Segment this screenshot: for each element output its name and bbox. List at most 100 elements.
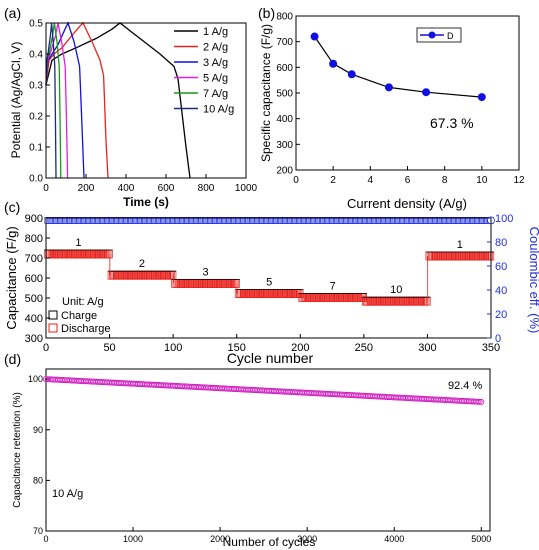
chart-a-series-line-2 — [45, 21, 109, 179]
chart-c-y2tick-label-4: 80 — [495, 237, 507, 249]
chart-d-xtick-label-4: 4000 — [384, 534, 404, 544]
chart-b-series-line — [314, 36, 482, 98]
chart-d-frame — [45, 368, 491, 532]
chart-b-xtick-label-6: 12 — [513, 175, 525, 186]
chart-d-ticks: 0 1000 2000 3000 4000 5000 70 80 90 100 — [28, 374, 491, 544]
chart-b-frame — [295, 15, 520, 171]
chart-c-segment-label-4: 5 — [266, 277, 272, 289]
chart-b-ytick-label-5: 700 — [276, 37, 293, 48]
chart-d-ytick-label-3: 100 — [28, 374, 43, 384]
chart-c-segment-label-2: 2 — [139, 258, 145, 270]
chart-d-xtick-label-3: 3000 — [297, 534, 317, 544]
panel-a-label: (a) — [4, 5, 21, 21]
chart-b-ytick-label-3: 500 — [276, 89, 293, 100]
chart-d-plot-area — [43, 376, 485, 405]
chart-b-ytick-label-0: 200 — [276, 166, 293, 177]
chart-a-series-line-3 — [45, 21, 85, 179]
chart-c-xtick-label-2: 100 — [164, 342, 182, 354]
chart-c-legend-discharge-label: Discharge — [61, 323, 111, 335]
chart-d-ytick-label-2: 90 — [33, 425, 43, 435]
chart-d-ylabel: Capacitance retention (%) — [12, 392, 23, 508]
panel-b-label: (b) — [258, 5, 275, 21]
panel-d-label: (d) — [4, 351, 21, 367]
chart-a-legend-label-3: 3 A/g — [203, 57, 228, 69]
chart-b-point-3 — [347, 70, 356, 79]
chart-c-ytick-label-1: 400 — [25, 313, 43, 325]
chart-a-legend-label-6: 10 A/g — [203, 104, 234, 116]
chart-c-xtick-label-7: 350 — [482, 342, 500, 354]
chart-a-xtick-label-3: 600 — [158, 183, 175, 194]
chart-c-plot-area: 1 2 3 5 7 10 1 — [44, 216, 495, 306]
chart-a-ytick-label-5: 0.5 — [29, 19, 43, 30]
chart-a-xtick-label-1: 200 — [78, 183, 95, 194]
chart-d-xlabel: Number of cycles — [223, 535, 316, 549]
chart-d-point-250 — [478, 398, 485, 405]
chart-a-xtick-label-0: 0 — [43, 183, 49, 194]
chart-c-xtick-label-0: 0 — [43, 342, 49, 354]
chart-a-legend-label-1: 1 A/g — [203, 26, 228, 38]
chart-d-xtick-label-0: 0 — [43, 534, 48, 544]
chart-a-legend-label-4: 5 A/g — [203, 73, 228, 85]
chart-a-ytick-label-4: 0.4 — [29, 50, 43, 61]
chart-b-ylabel: Specific capacitance (F/g) — [259, 24, 273, 162]
chart-b-xlabel: Current density (A/g) — [347, 196, 467, 211]
chart-b-ticks: 0 2 4 6 8 10 12 200 300 400 500 600 700 800 — [276, 12, 525, 187]
chart-a-legend: 1 A/g 2 A/g 3 A/g 5 A/g 7 A/g 10 A/g — [174, 26, 234, 116]
chart-c-y2tick-label-0: 0 — [495, 333, 501, 345]
chart-c-segment-label-1: 1 — [75, 237, 81, 249]
chart-a-ylabel: Potential (Ag/AgCl, V) — [9, 42, 23, 159]
chart-c-xlabel: Cycle number — [227, 350, 314, 366]
chart-c-y2tick-label-3: 60 — [495, 261, 507, 273]
chart-c-legend-discharge-marker — [48, 323, 58, 333]
chart-c-y2tick-label-1: 20 — [495, 309, 507, 321]
chart-c-ytick-label-2: 500 — [25, 293, 43, 305]
chart-b-plot-area — [310, 32, 486, 102]
chart-c-legend: Unit: A/g Charge Discharge — [48, 296, 111, 335]
chart-d-xtick-label-5: 5000 — [471, 534, 491, 544]
chart-c-xtick-label-6: 300 — [418, 342, 436, 354]
chart-d-xtick-label-2: 2000 — [210, 534, 230, 544]
chart-c-segment-label-3: 3 — [203, 266, 209, 278]
chart-c-ticks: 0 50 100 150 200 250 300 3503004005006007008009… — [25, 213, 514, 354]
chart-d-annotation: 92.4 % — [448, 380, 482, 392]
chart-b-legend-label: D — [447, 31, 454, 41]
chart-a-frame — [45, 22, 247, 179]
chart-d-ytick-label-1: 80 — [33, 475, 43, 485]
chart-b-xtick-label-1: 2 — [330, 175, 336, 186]
chart-c-legend-charge-marker — [48, 310, 58, 320]
chart-b-point-2 — [329, 59, 338, 68]
chart-c-y2tick-label-5: 100 — [495, 213, 513, 225]
chart-a-xtick-label-4: 800 — [198, 183, 215, 194]
chart-c-xtick-label-1: 50 — [103, 342, 115, 354]
chart-a-xtick-label-2: 400 — [118, 183, 135, 194]
chart-b-point-4 — [384, 83, 393, 92]
chart-c-segment-label-5: 7 — [330, 280, 336, 292]
chart-a-ticks: 0 200 400 600 800 1000 0.0 0.1 0.2 0.3 0.4 0.5 — [29, 19, 257, 195]
chart-c-segment-label-7: 1 — [457, 239, 463, 251]
chart-d: 0 1000 2000 3000 4000 5000 70 80 90 100 Number of… — [12, 368, 491, 549]
chart-c-ylabel: Capacitance (F/g) — [4, 226, 19, 329]
chart-b-point-1 — [310, 32, 319, 41]
chart-d-xtick-label-1: 1000 — [123, 534, 143, 544]
chart-c-ytick-label-0: 300 — [25, 333, 43, 345]
chart-c-ytick-label-3: 600 — [25, 273, 43, 285]
chart-b-point-5 — [422, 88, 431, 97]
chart-b-ytick-label-2: 400 — [276, 114, 293, 125]
chart-a-ytick-label-3: 0.3 — [29, 81, 43, 92]
chart-c-ytick-label-4: 700 — [25, 253, 43, 265]
chart-d-point-249 — [476, 398, 483, 405]
chart-c-y2label: Coulombic eff. (%) — [527, 227, 539, 334]
chart-a-legend-label-5: 7 A/g — [203, 88, 228, 100]
chart-a-xlabel: Time (s) — [123, 195, 169, 209]
chart-b-point-6 — [477, 93, 486, 102]
chart-b-ytick-label-4: 600 — [276, 63, 293, 74]
chart-c-legend-title: Unit: A/g — [62, 296, 104, 308]
chart-a-plot-area — [45, 21, 191, 179]
chart-c-ytick-label-5: 800 — [25, 233, 43, 245]
chart-b-xtick-label-2: 4 — [368, 175, 374, 186]
chart-b-ytick-label-1: 300 — [276, 140, 293, 151]
chart-a-legend-label-2: 2 A/g — [203, 42, 228, 54]
chart-d-point-248 — [474, 398, 481, 405]
